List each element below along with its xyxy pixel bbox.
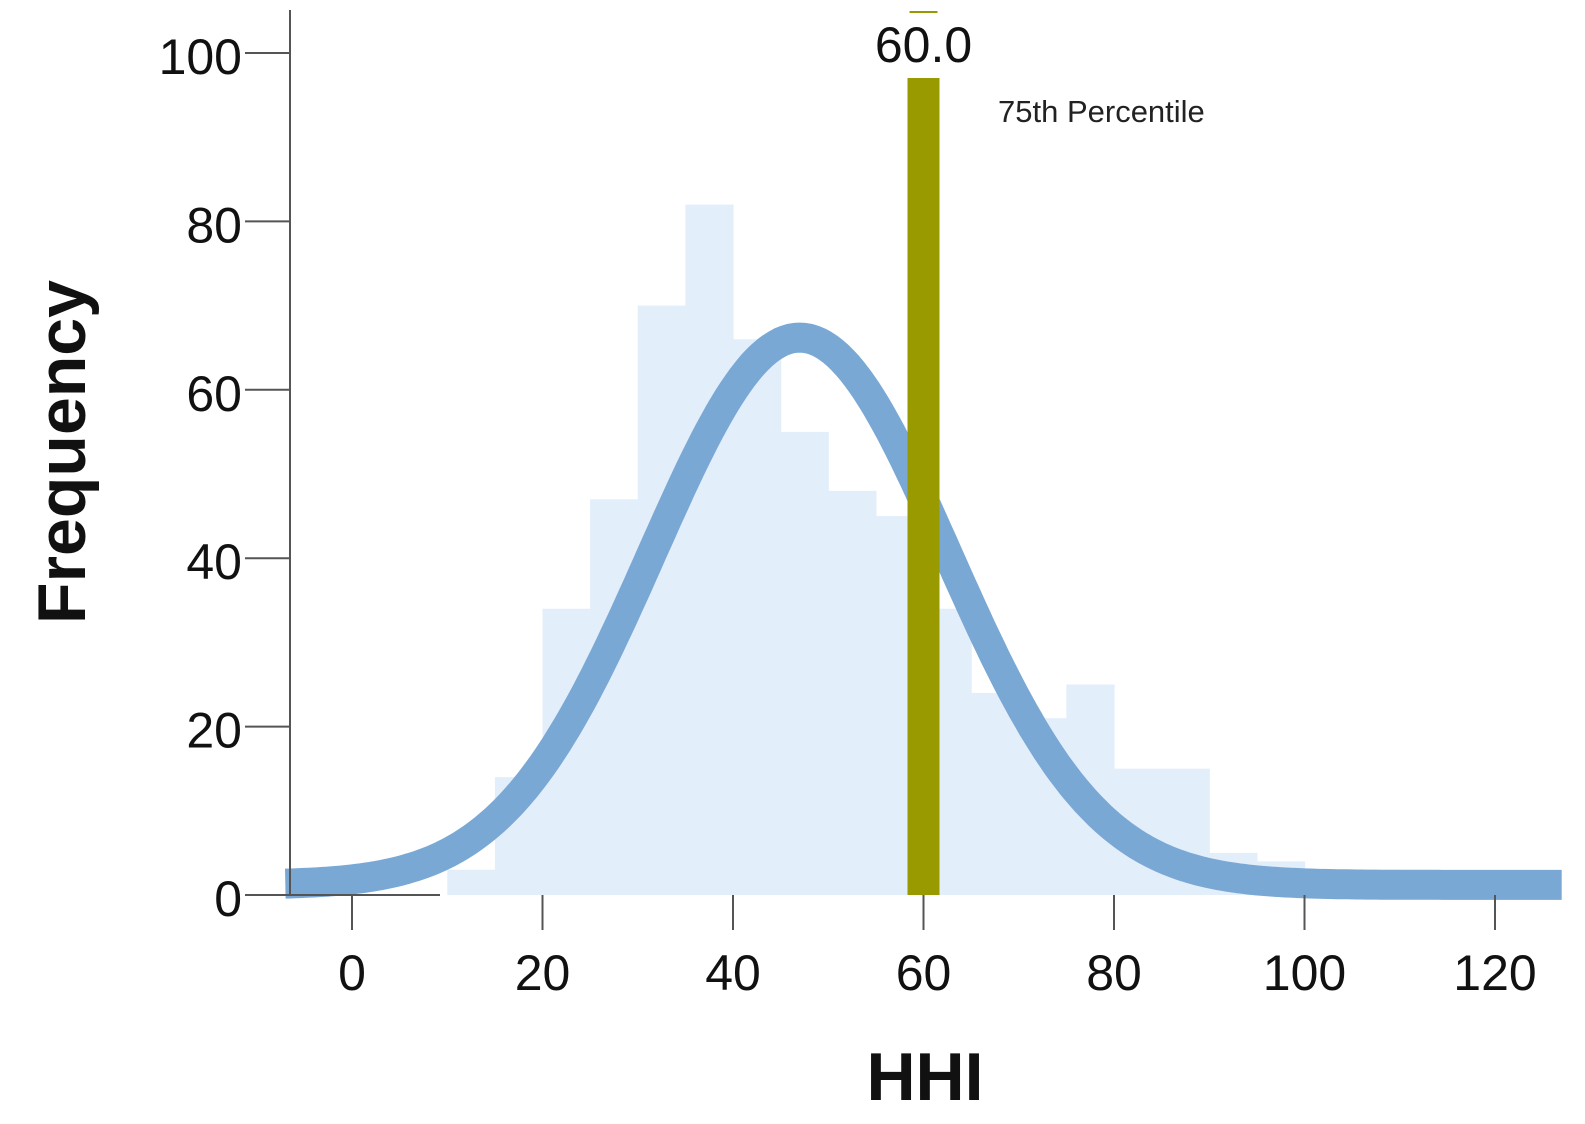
y-tick-label: 80 bbox=[186, 197, 242, 253]
histogram-bar bbox=[733, 339, 782, 895]
histogram-bars bbox=[447, 204, 1496, 896]
reference-line-name-label: 75th Percentile bbox=[998, 94, 1205, 129]
y-tick-label: 60 bbox=[186, 366, 242, 422]
x-tick-label: 80 bbox=[1086, 945, 1142, 1001]
histogram-bar bbox=[685, 204, 734, 895]
y-axis-ticks: 0 20 40 60 80 100 bbox=[159, 29, 290, 927]
histogram-bar bbox=[828, 490, 877, 895]
histogram-bar bbox=[780, 431, 829, 895]
y-tick-label: 40 bbox=[186, 534, 242, 590]
reference-line bbox=[907, 78, 940, 895]
x-tick-label: 20 bbox=[515, 945, 571, 1001]
y-axis-title: Frequency bbox=[24, 280, 100, 624]
x-tick-label: 60 bbox=[896, 945, 952, 1001]
histogram-bar bbox=[447, 869, 496, 895]
y-tick-label: 100 bbox=[159, 29, 242, 85]
x-tick-label: 100 bbox=[1263, 945, 1346, 1001]
x-tick-label: 120 bbox=[1453, 945, 1536, 1001]
y-tick-label: 20 bbox=[186, 703, 242, 759]
histogram-bar bbox=[971, 692, 1020, 895]
y-tick-label: 0 bbox=[214, 871, 242, 927]
axes bbox=[289, 10, 440, 896]
x-tick-label: 40 bbox=[705, 945, 761, 1001]
x-axis-title: HHI bbox=[866, 1039, 983, 1115]
reference-line-value-label: 60.0 bbox=[875, 17, 972, 73]
x-axis-ticks: 0 20 40 60 80 100 120 bbox=[338, 895, 1537, 1001]
x-tick-label: 0 bbox=[338, 945, 366, 1001]
